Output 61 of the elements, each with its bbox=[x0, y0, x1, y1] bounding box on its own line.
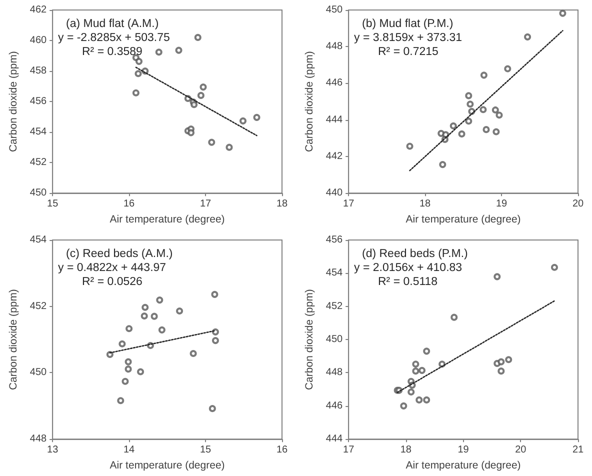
y-tick-label: 450 bbox=[326, 4, 344, 16]
x-tick-label: 20 bbox=[515, 444, 527, 456]
y-tick-label: 444 bbox=[326, 114, 344, 126]
x-tick-label: 16 bbox=[276, 444, 288, 456]
x-axis-title: Air temperature (degree) bbox=[110, 214, 225, 226]
x-tick-label: 17 bbox=[343, 444, 355, 456]
y-tick-label: 446 bbox=[326, 78, 344, 89]
y-tick-label: 454 bbox=[30, 234, 48, 246]
annotation: R² = 0.7215 bbox=[378, 46, 438, 58]
text: (d) Reed beds (P.M.) bbox=[362, 248, 468, 260]
y-tick-label: 450 bbox=[326, 334, 344, 346]
x-tick-label: 19 bbox=[458, 444, 470, 456]
y-tick-label: 444 bbox=[326, 434, 344, 445]
y-tick-label: 442 bbox=[326, 150, 344, 162]
text: (a) Mud flat (A.M.) bbox=[66, 18, 159, 30]
text: (c) Reed beds (A.M.) bbox=[66, 248, 173, 260]
annotation: y = 2.0156x + 410.83 bbox=[354, 262, 462, 274]
y-tick-label: 454 bbox=[326, 268, 344, 279]
x-tick-label: 21 bbox=[572, 444, 584, 456]
annotation: y = -2.8285x + 503.75 bbox=[58, 32, 170, 44]
x-tick-label: 18 bbox=[419, 198, 432, 210]
y-tick-label: 448 bbox=[326, 367, 344, 378]
y-tick-label: 458 bbox=[30, 66, 48, 77]
x-tick-label: 15 bbox=[47, 198, 59, 210]
annotation: R² = 0.0526 bbox=[82, 276, 142, 288]
y-tick-label: 450 bbox=[30, 188, 48, 199]
annotation: y = 0.4822x + 443.97 bbox=[58, 262, 166, 274]
x-tick-label: 18 bbox=[400, 444, 412, 456]
x-tick-label: 18 bbox=[276, 198, 288, 210]
x-axis-title: Air temperature (degree) bbox=[406, 214, 521, 226]
annotation: y = 3.8159x + 373.31 bbox=[354, 32, 462, 44]
y-tick-label: 454 bbox=[30, 126, 48, 138]
x-axis-title: Air temperature (degree) bbox=[406, 460, 521, 472]
y-tick-label: 452 bbox=[30, 157, 48, 168]
x-tick-label: 17 bbox=[343, 198, 355, 210]
y-axis-title: Carbon dioxide (ppm) bbox=[8, 51, 20, 152]
y-tick-label: 448 bbox=[326, 41, 344, 52]
y-axis-title: Carbon dioxide (ppm) bbox=[8, 289, 20, 390]
x-tick-label: 19 bbox=[496, 198, 508, 210]
y-tick-label: 456 bbox=[326, 234, 344, 246]
y-tick-label: 456 bbox=[30, 96, 48, 108]
x-tick-label: 20 bbox=[572, 198, 584, 210]
annotation: R² = 0.5118 bbox=[378, 276, 438, 288]
y-axis-title: Carbon dioxide (ppm) bbox=[304, 289, 316, 390]
y-tick-label: 450 bbox=[30, 367, 48, 378]
x-tick-label: 15 bbox=[200, 444, 212, 456]
x-tick-label: 17 bbox=[200, 198, 212, 210]
y-tick-label: 452 bbox=[30, 300, 48, 312]
y-axis-title: Carbon dioxide (ppm) bbox=[304, 51, 316, 152]
annotation: R² = 0.3589 bbox=[82, 46, 142, 58]
x-tick-label: 16 bbox=[123, 198, 136, 210]
y-tick-label: 460 bbox=[30, 35, 48, 46]
y-tick-label: 446 bbox=[326, 400, 344, 412]
x-tick-label: 14 bbox=[123, 444, 136, 456]
y-tick-label: 462 bbox=[30, 4, 48, 16]
y-tick-label: 440 bbox=[326, 188, 344, 199]
y-tick-label: 452 bbox=[326, 300, 344, 312]
text: (b) Mud flat (P.M.) bbox=[362, 18, 454, 30]
x-tick-label: 13 bbox=[47, 444, 59, 456]
y-tick-label: 448 bbox=[30, 434, 48, 445]
x-axis-title: Air temperature (degree) bbox=[110, 460, 225, 472]
